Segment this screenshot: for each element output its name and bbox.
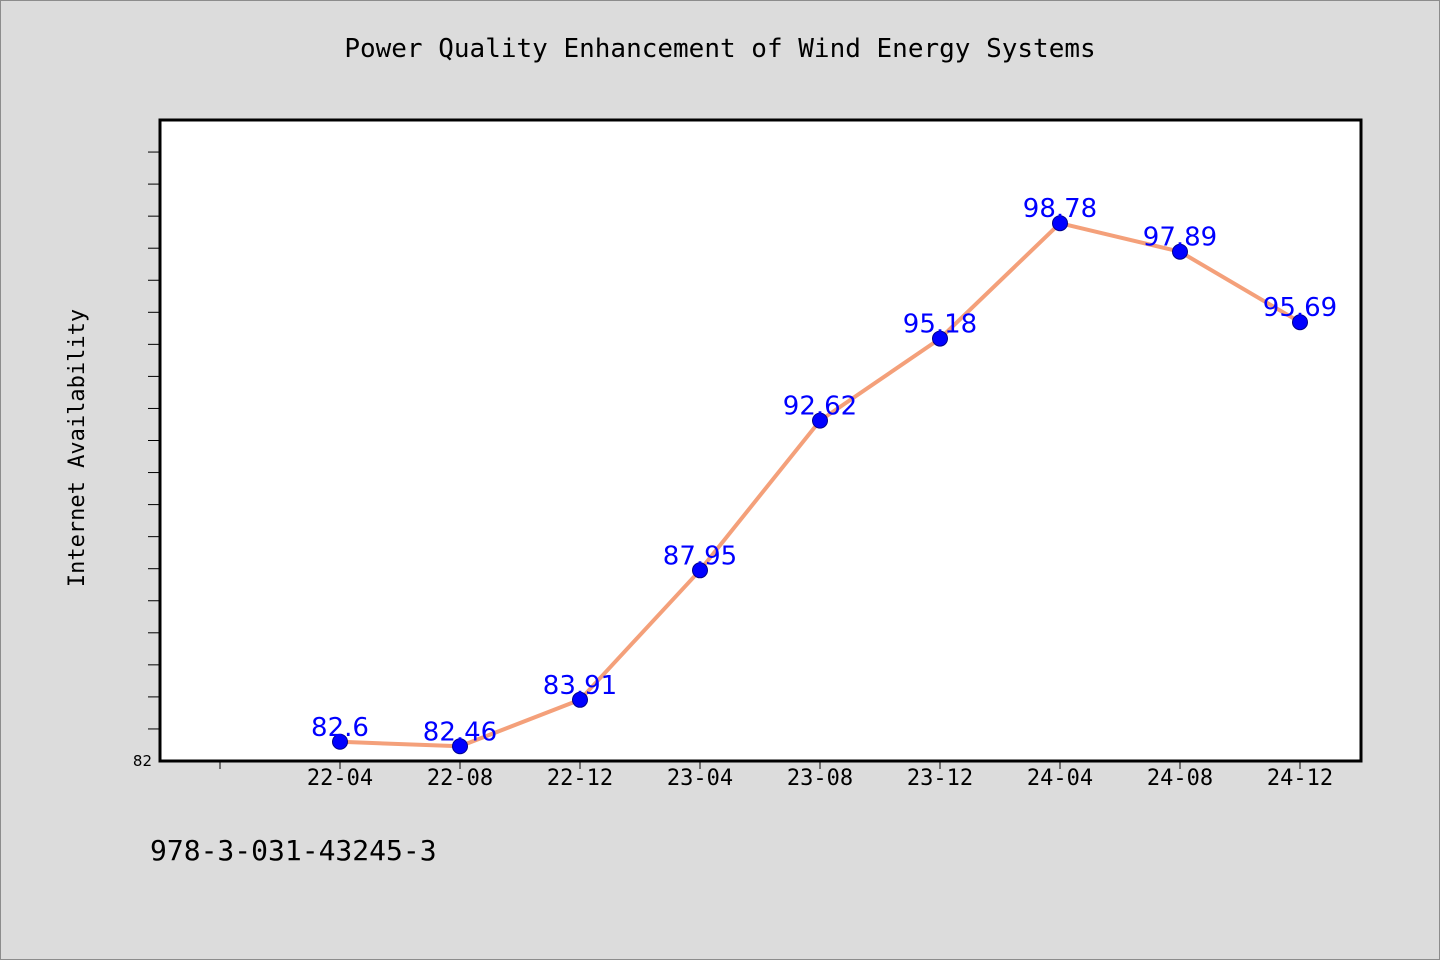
data-labels: 82.6 82.46 83.91 87.95 92.62 95.18 98.78 97.89 9… [311,194,1337,747]
x-tick-label: 23-08 [787,766,853,791]
data-point-label: 82.6 [311,713,369,743]
data-point-marker [332,733,348,750]
data-point-marker [1292,314,1308,331]
data-point-marker [1172,243,1188,260]
data-point-marker [932,330,948,347]
x-tick-label: 22-08 [427,766,493,791]
x-tick-label: 23-04 [667,766,733,791]
data-point-label: 98.78 [1023,194,1097,224]
data-point-label: 87.95 [663,541,737,571]
series-markers [332,215,1308,755]
data-point-marker [1052,215,1068,232]
plot-area [158,118,1363,763]
x-axis-tick-labels: 22-04 22-08 22-12 23-04 23-08 23-12 24-04 24-08… [307,766,1333,791]
x-tick-label: 24-04 [1027,766,1093,791]
data-point-marker [812,412,828,429]
x-tick-label: 22-04 [307,766,373,791]
data-point-label: 92.62 [783,392,857,422]
y-axis-title: Internet Availability [65,309,90,587]
chart-title: Power Quality Enhancement of Wind Energy… [344,34,1096,64]
data-point-marker [692,562,708,579]
data-point-label: 95.18 [903,310,977,340]
y-axis-ticks [148,151,160,730]
x-axis-ticks [219,761,1301,769]
data-point-label: 82.46 [423,717,497,747]
data-point-label: 83.91 [543,671,617,701]
data-point-marker [572,691,588,708]
x-tick-label: 22-12 [547,766,613,791]
x-tick-label: 23-12 [907,766,973,791]
x-tick-label: 24-08 [1147,766,1213,791]
y-axis-tick-labels: 82 [133,752,152,770]
footer-text: 978-3-031-43245-3 [150,834,437,867]
data-point-label: 95.69 [1263,293,1337,323]
y-tick-label: 82 [133,752,152,770]
data-point-marker [452,738,468,755]
data-point-label: 97.89 [1143,223,1217,253]
x-tick-label: 24-12 [1267,766,1333,791]
